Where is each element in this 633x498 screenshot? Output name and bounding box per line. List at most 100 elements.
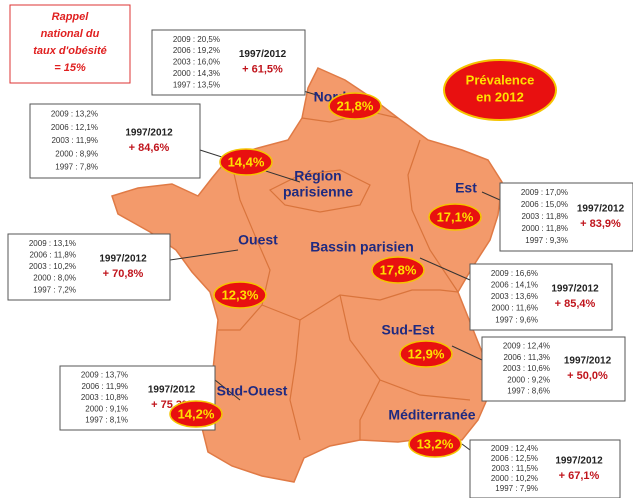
prevalence-badge bbox=[408, 430, 462, 458]
prevalence: 14,4% bbox=[228, 154, 265, 169]
note-box bbox=[9, 4, 131, 84]
history-line: 2000 : 8,9% bbox=[55, 149, 98, 158]
connector bbox=[481, 191, 501, 201]
prevalence: 12,9% bbox=[408, 346, 445, 361]
history-line: 2000 : 10,2% bbox=[491, 474, 538, 483]
history-line: 2003 : 10,2% bbox=[29, 262, 76, 271]
history-line: 2003 : 11,8% bbox=[521, 212, 568, 221]
region-name: Méditerranée bbox=[388, 407, 475, 423]
note-line: national du bbox=[41, 28, 100, 40]
change: + 50,0% bbox=[567, 370, 608, 382]
legend-bubble bbox=[443, 59, 557, 121]
history-line: 2006 : 11,3% bbox=[503, 353, 550, 362]
history-line: 2006 : 11,8% bbox=[29, 251, 76, 260]
history-line: 1997 : 7,9% bbox=[495, 484, 538, 493]
region-name: Ouest bbox=[238, 232, 278, 248]
change: + 83,9% bbox=[580, 218, 621, 230]
history-line: 2009 : 13,1% bbox=[29, 239, 76, 248]
history-line: 1997 : 8,6% bbox=[507, 387, 550, 396]
prevalence: 12,3% bbox=[222, 287, 259, 302]
history-line: 1997 : 9,3% bbox=[525, 236, 568, 245]
prevalence-badge bbox=[328, 92, 382, 120]
history-line: 2009 : 17,0% bbox=[521, 188, 568, 197]
prevalence: 17,1% bbox=[437, 209, 474, 224]
history-line: 2009 : 12,4% bbox=[503, 342, 550, 351]
prevalence-badge bbox=[219, 148, 273, 176]
history-line: 1997 : 8,1% bbox=[85, 416, 128, 425]
history-box bbox=[469, 439, 621, 498]
history-box bbox=[481, 336, 626, 402]
legend-bubble-text: Prévalence bbox=[466, 72, 535, 87]
prevalence: 13,2% bbox=[417, 436, 454, 451]
history-line: 2006 : 11,9% bbox=[81, 382, 128, 391]
history-line: 1997 : 7,2% bbox=[33, 285, 76, 294]
history-line: 2003 : 10,8% bbox=[81, 393, 128, 402]
period: 1997/2012 bbox=[551, 284, 599, 295]
connector bbox=[461, 443, 471, 451]
prevalence: 17,8% bbox=[380, 262, 417, 277]
history-line: 1997 : 7,8% bbox=[55, 163, 98, 172]
connector bbox=[214, 379, 241, 401]
region-name: Sud-Est bbox=[382, 322, 435, 338]
history-line: 2000 : 9,2% bbox=[507, 375, 550, 384]
change: + 61,5% bbox=[242, 63, 283, 75]
prevalence-badge bbox=[213, 281, 267, 309]
history-line: 2003 : 11,5% bbox=[491, 464, 538, 473]
history-line: 2003 : 16,0% bbox=[173, 58, 220, 67]
legend-bubble-text: en 2012 bbox=[476, 89, 524, 104]
history-line: 2000 : 11,6% bbox=[491, 304, 538, 313]
history-line: 1997 : 9,6% bbox=[495, 315, 538, 324]
region-name: Sud-Ouest bbox=[217, 383, 288, 399]
history-line: 2006 : 19,2% bbox=[173, 46, 220, 55]
history-line: 2003 : 11,9% bbox=[51, 136, 98, 145]
region-name: Région bbox=[294, 168, 341, 184]
period: 1997/2012 bbox=[99, 254, 147, 265]
history-line: 2000 : 9,1% bbox=[85, 404, 128, 413]
period: 1997/2012 bbox=[564, 356, 612, 367]
period: 1997/2012 bbox=[125, 128, 173, 139]
connector bbox=[419, 257, 471, 281]
region-name: Est bbox=[455, 180, 477, 196]
connector bbox=[451, 345, 483, 361]
history-box bbox=[7, 233, 171, 301]
prevalence-badge bbox=[169, 400, 223, 428]
history-box bbox=[469, 263, 613, 331]
history-line: 2000 : 8,0% bbox=[33, 274, 76, 283]
period: 1997/2012 bbox=[555, 456, 603, 467]
history-box bbox=[29, 103, 201, 179]
period: 1997/2012 bbox=[239, 49, 287, 60]
prevalence-badge bbox=[399, 340, 453, 368]
connector bbox=[169, 249, 239, 261]
history-line: 2006 : 15,0% bbox=[521, 200, 568, 209]
note-line: Rappel bbox=[52, 11, 90, 23]
period: 1997/2012 bbox=[148, 385, 196, 396]
history-line: 2003 : 13,6% bbox=[491, 292, 538, 301]
change: + 67,1% bbox=[559, 470, 600, 482]
region-name: Bassin parisien bbox=[310, 239, 414, 255]
change: + 85,4% bbox=[555, 298, 596, 310]
history-line: 2009 : 12,4% bbox=[491, 444, 538, 453]
period: 1997/2012 bbox=[577, 204, 625, 215]
history-line: 2009 : 20,5% bbox=[173, 35, 220, 44]
prevalence: 21,8% bbox=[337, 98, 374, 113]
change: + 70,8% bbox=[103, 268, 144, 280]
history-line: 2009 : 13,2% bbox=[51, 110, 98, 119]
prevalence: 14,2% bbox=[178, 406, 215, 421]
prevalence-badge bbox=[371, 256, 425, 284]
note-line: = 15% bbox=[54, 62, 86, 74]
history-line: 2006 : 14,1% bbox=[491, 281, 538, 290]
history-line: 1997 : 13,5% bbox=[173, 80, 220, 89]
history-line: 2006 : 12,5% bbox=[491, 454, 538, 463]
region-borders bbox=[218, 111, 471, 441]
history-line: 2009 : 16,6% bbox=[491, 269, 538, 278]
prevalence-badge bbox=[428, 203, 482, 231]
note-line: taux d'obésité bbox=[33, 45, 107, 57]
region-name: parisienne bbox=[283, 184, 353, 200]
history-line: 2000 : 14,3% bbox=[173, 69, 220, 78]
history-line: 2003 : 10,6% bbox=[503, 364, 550, 373]
history-line: 2000 : 11,8% bbox=[521, 224, 568, 233]
history-line: 2009 : 13,7% bbox=[81, 371, 128, 380]
history-box bbox=[499, 182, 633, 252]
national-note bbox=[9, 4, 131, 84]
